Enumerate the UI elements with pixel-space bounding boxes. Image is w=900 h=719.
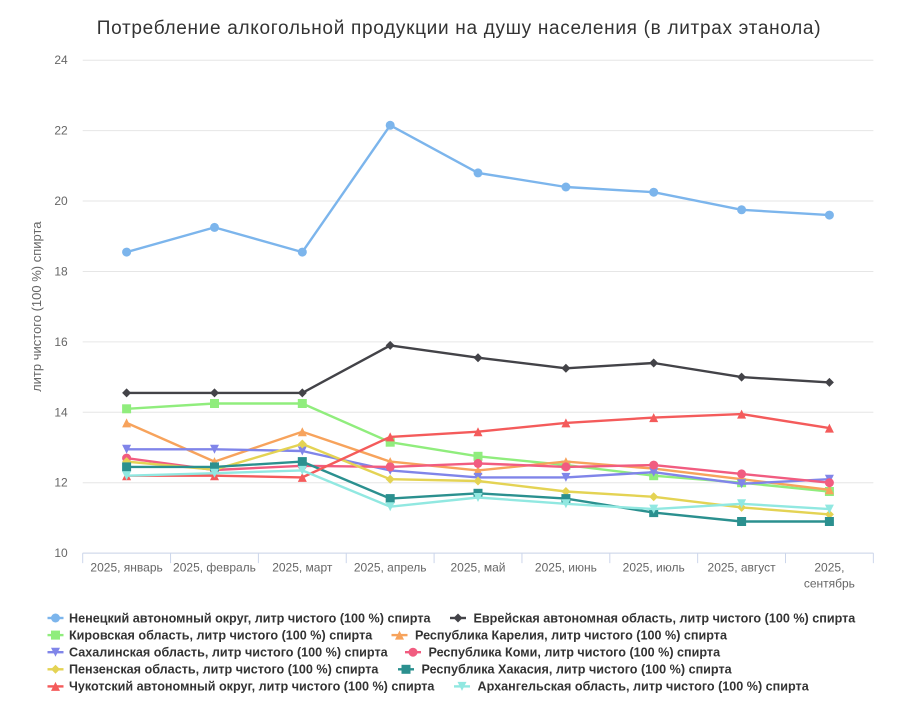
- svg-text:24: 24: [54, 53, 68, 67]
- svg-text:14: 14: [54, 405, 68, 419]
- svg-text:сентябрь: сентябрь: [804, 577, 855, 591]
- svg-text:Республика Карелия, литр чисто: Республика Карелия, литр чистого (100 %)…: [415, 628, 728, 642]
- svg-text:2025, апрель: 2025, апрель: [354, 561, 427, 575]
- svg-text:2025, январь: 2025, январь: [90, 561, 162, 575]
- svg-text:2025, февраль: 2025, февраль: [173, 561, 256, 575]
- svg-text:22: 22: [54, 124, 68, 138]
- svg-text:16: 16: [54, 335, 68, 349]
- svg-text:Потребление алкогольной продук: Потребление алкогольной продукции на душ…: [97, 18, 821, 39]
- svg-text:Кировская область, литр чистог: Кировская область, литр чистого (100 %) …: [69, 628, 373, 642]
- svg-text:2025, май: 2025, май: [451, 561, 506, 575]
- svg-text:Пензенская область, литр чисто: Пензенская область, литр чистого (100 %)…: [69, 663, 379, 677]
- svg-text:Чукотский автономный округ, ли: Чукотский автономный округ, литр чистого…: [69, 680, 435, 694]
- svg-text:10: 10: [54, 546, 68, 560]
- svg-text:2025,: 2025,: [814, 561, 844, 575]
- svg-text:18: 18: [54, 265, 68, 279]
- svg-text:20: 20: [54, 194, 68, 208]
- svg-text:2025, июнь: 2025, июнь: [535, 561, 597, 575]
- svg-text:Ненецкий автономный округ, лит: Ненецкий автономный округ, литр чистого …: [69, 611, 431, 625]
- svg-text:2025, март: 2025, март: [272, 561, 333, 575]
- svg-text:12: 12: [54, 476, 68, 490]
- svg-text:литр чистого (100 %) спирта: литр чистого (100 %) спирта: [29, 221, 44, 392]
- svg-text:2025, август: 2025, август: [708, 561, 777, 575]
- svg-text:Еврейская автономная область,: Еврейская автономная область, литр чисто…: [474, 611, 857, 625]
- svg-text:Архангельская область, литр чи: Архангельская область, литр чистого (100…: [478, 680, 810, 694]
- svg-text:Сахалинская область, литр чист: Сахалинская область, литр чистого (100 %…: [69, 646, 389, 660]
- svg-text:Республика Хакасия, литр чисто: Республика Хакасия, литр чистого (100 %)…: [422, 663, 733, 677]
- svg-text:2025, июль: 2025, июль: [623, 561, 685, 575]
- svg-text:Республика Коми, литр чистого: Республика Коми, литр чистого (100 %) сп…: [429, 646, 722, 660]
